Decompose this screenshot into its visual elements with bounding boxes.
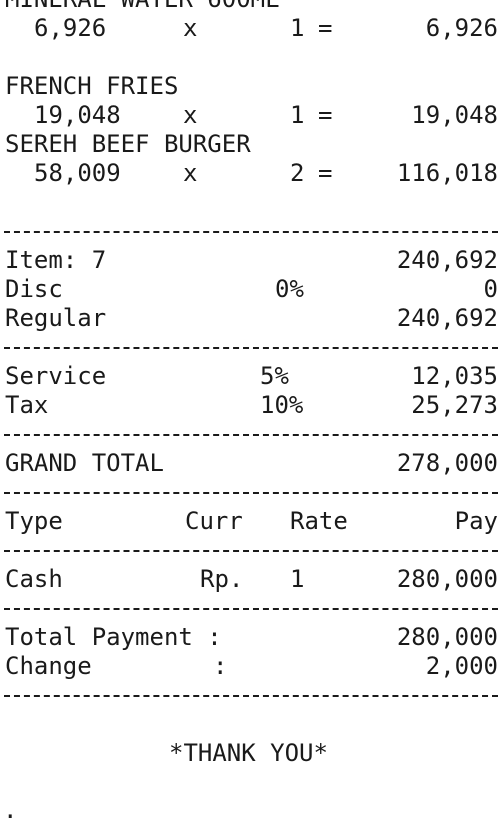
discount-row: Disc 0% 0 [0,275,502,304]
spacer [0,43,502,72]
trailing-mark: . [3,796,18,824]
dashed-divider [0,478,502,507]
item-amount: 6,926 [425,14,498,42]
spacer [0,710,502,739]
regular-value: 240,692 [396,304,498,332]
thank-you-row: *THANK YOU* [0,739,502,768]
tax-percent: 10% [260,391,304,419]
item-multiply-sign: x [183,159,198,187]
item-equals-sign: = [318,101,333,129]
payment-pay-header: Pay [454,507,498,535]
grand-total-label: GRAND TOTAL [5,449,164,477]
dashed-divider [0,217,502,246]
payment-row: Cash Rp. 1 280,000 [0,565,502,594]
dashed-divider [0,536,502,565]
change-value: 2,000 [425,652,498,680]
regular-row: Regular 240,692 [0,304,502,333]
item-subtotal: 240,692 [396,246,498,274]
service-label: Service [5,362,107,390]
item-amount: 19,048 [411,101,498,129]
item-name: SEREH BEEF BURGER [5,130,251,158]
service-value: 12,035 [411,362,498,390]
item-unit-price: 58,009 [34,159,121,187]
payment-type: Cash [5,565,63,593]
payment-rate: 1 [290,565,305,593]
tax-value: 25,273 [411,391,498,419]
item-equals-sign: = [318,159,333,187]
item-multiply-sign: x [183,14,198,42]
payment-type-header: Type [5,507,63,535]
service-percent: 5% [260,362,289,390]
receipt: MINERAL WATER 600ML 6,926 x 1 = 6,926 FR… [0,0,502,768]
grand-total-row: GRAND TOTAL 278,000 [0,449,502,478]
payment-currency: Rp. [200,565,244,593]
regular-label: Regular [5,304,107,332]
item-name-row: FRENCH FRIES [0,72,502,101]
payment-amount: 280,000 [396,565,498,593]
item-unit-price: 19,048 [34,101,121,129]
payment-header-row: Type Curr Rate Pay [0,507,502,536]
grand-total-value: 278,000 [396,449,498,477]
item-count-row: Item: 7 240,692 [0,246,502,275]
change-label: Change [5,652,92,680]
item-name-row: MINERAL WATER 600ML [0,0,502,14]
item-name: FRENCH FRIES [5,72,179,100]
change-colon: : [213,652,228,680]
item-unit-price: 6,926 [34,14,107,42]
change-row: Change : 2,000 [0,652,502,681]
discount-percent: 0% [275,275,304,303]
item-quantity: 1 [290,14,305,42]
item-price-row: 58,009 x 2 = 116,018 [0,159,502,188]
discount-value: 0 [483,275,498,303]
total-payment-row: Total Payment : 280,000 [0,623,502,652]
item-name-row: SEREH BEEF BURGER [0,130,502,159]
dashed-divider [0,594,502,623]
service-row: Service 5% 12,035 [0,362,502,391]
dashed-divider [0,333,502,362]
discount-label: Disc [5,275,63,303]
tax-row: Tax 10% 25,273 [0,391,502,420]
item-quantity: 1 [290,101,305,129]
total-payment-value: 280,000 [396,623,498,651]
spacer [0,188,502,217]
item-count-label: Item: 7 [5,246,107,274]
item-price-row: 19,048 x 1 = 19,048 [0,101,502,130]
dashed-divider [0,420,502,449]
item-multiply-sign: x [183,101,198,129]
item-amount: 116,018 [396,159,498,187]
dashed-divider [0,681,502,710]
item-price-row: 6,926 x 1 = 6,926 [0,14,502,43]
payment-currency-header: Curr [185,507,243,535]
item-name: MINERAL WATER 600ML [5,0,280,14]
tax-label: Tax [5,391,49,419]
item-quantity: 2 [290,159,305,187]
total-payment-label: Total Payment : [5,623,222,651]
item-equals-sign: = [318,14,333,42]
thank-you-message: *THANK YOU* [169,739,328,767]
payment-rate-header: Rate [290,507,348,535]
